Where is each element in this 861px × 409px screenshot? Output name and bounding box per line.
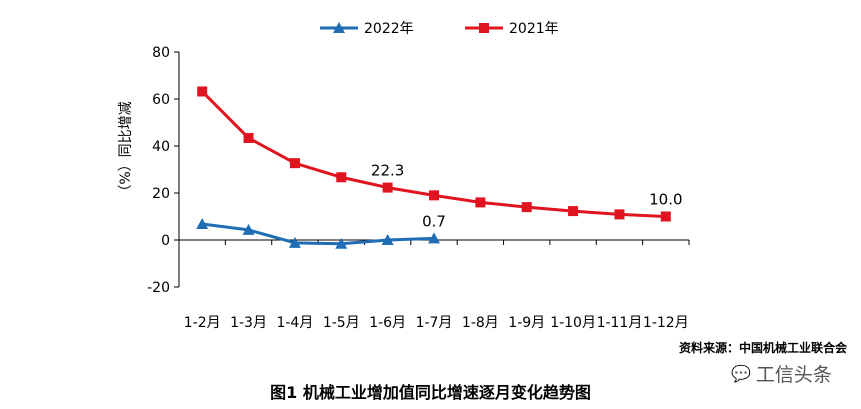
data-label: 0.7 (422, 212, 446, 230)
series-line-2022年 (201, 222, 435, 246)
line-chart: 2022年 2021年 （%）同比增减 -20 0 20 40 60 80 1-2月 1-3月 1… (118, 21, 690, 331)
data-point (288, 236, 301, 248)
data-point (429, 190, 439, 201)
data-point (335, 237, 348, 249)
x-tick-label: 1-7月 (416, 315, 453, 331)
wechat-bubble-icon: 💬 (731, 364, 751, 383)
legend: 2022年 2021年 (320, 21, 559, 37)
data-point (197, 86, 208, 97)
legend-label: 2021年 (509, 21, 559, 37)
y-tick-label: 0 (161, 233, 170, 249)
y-tick-label: -20 (147, 280, 170, 296)
axes: -20 0 20 40 60 80 1-2月 1-3月 1-4月 1-5月 1-6月 1-7月 1-8月… (147, 45, 690, 331)
watermark: 💬 工信头条 (731, 360, 832, 387)
data-point (614, 209, 625, 220)
data-point (381, 234, 394, 245)
x-tick-label: 1-12月 (643, 315, 689, 331)
data-point (196, 218, 209, 230)
data-point (521, 202, 532, 213)
data-point (243, 133, 254, 144)
data-point (242, 223, 255, 235)
x-tick-label: 1-11月 (597, 315, 643, 331)
x-tick-label: 1-3月 (230, 315, 267, 331)
legend-label: 2022年 (364, 21, 414, 37)
data-point (428, 232, 440, 244)
x-tick-label: 1-4月 (276, 315, 313, 331)
data-point (475, 197, 486, 208)
y-tick-label: 60 (152, 92, 170, 108)
y-tick-label: 80 (152, 45, 170, 61)
data-labels: 22.3 0.7 10.0 (371, 162, 683, 231)
y-tick-label: 20 (152, 186, 170, 202)
legend-marker (333, 22, 345, 33)
data-label: 10.0 (649, 191, 682, 209)
x-tick-label: 1-9月 (508, 315, 545, 331)
data-label: 22.3 (371, 162, 404, 180)
watermark-text: 工信头条 (755, 364, 832, 386)
source-note: 资料来源：中国机械工业联合会 (678, 341, 847, 355)
y-axis-label: （%）同比增减 (118, 101, 134, 198)
data-point (336, 172, 347, 183)
x-tick-label: 1-5月 (323, 315, 360, 331)
x-tick-label: 1-2月 (184, 315, 221, 331)
x-tick-label: 1-8月 (462, 315, 499, 331)
data-point (568, 206, 579, 217)
series-markers (196, 86, 671, 249)
data-point (289, 158, 300, 169)
legend-marker (479, 23, 489, 33)
data-point (382, 182, 393, 193)
x-tick-label: 1-10月 (550, 315, 596, 331)
y-axis-title: （%）同比增减 (118, 101, 134, 198)
x-tick-label: 1-6月 (369, 315, 406, 331)
data-point (660, 211, 671, 222)
figure-caption: 图1 机械工业增加值同比增速逐月变化趋势图 (270, 383, 591, 402)
y-tick-label: 40 (152, 139, 170, 155)
